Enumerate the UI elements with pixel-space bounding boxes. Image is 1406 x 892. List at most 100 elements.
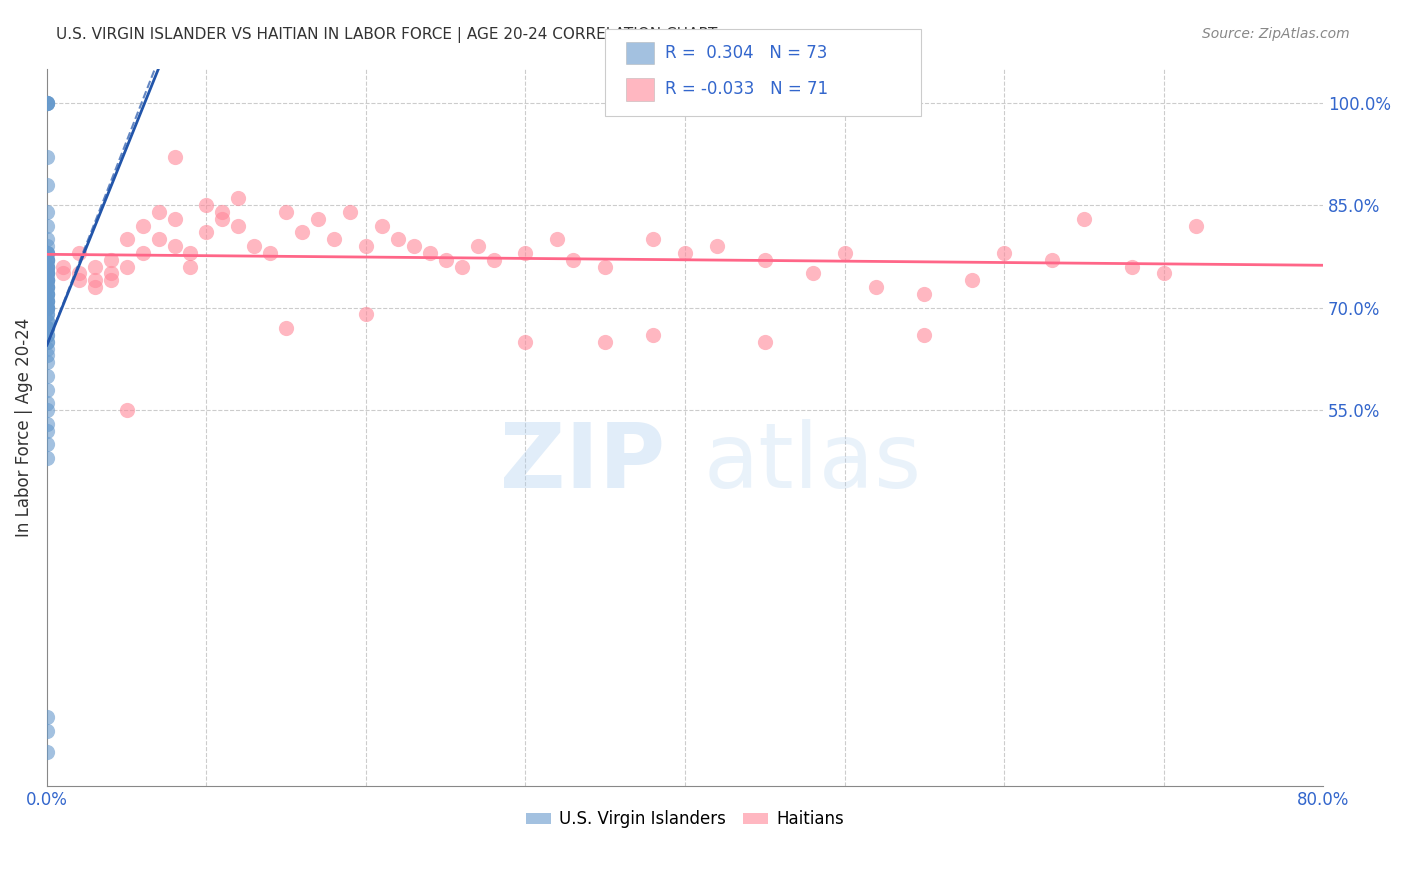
Point (35, 450, 58, 465)
Point (35, 267, 58, 281)
Point (228, 219, 250, 233)
Point (35, 327, 58, 342)
Point (387, 232, 409, 246)
Text: U.S. VIRGIN ISLANDER VS HAITIAN IN LABOR FORCE | AGE 20-24 CORRELATION CHART: U.S. VIRGIN ISLANDER VS HAITIAN IN LABOR… (56, 27, 717, 43)
Point (35, 267, 58, 281)
Point (1153, 267, 1175, 281)
Point (67, 273, 90, 287)
Point (35, 327, 58, 342)
Point (276, 321, 298, 335)
Point (1073, 211, 1095, 226)
Point (52, 260, 75, 274)
Point (35, 383, 58, 397)
Point (35, 724, 58, 739)
Point (754, 252, 776, 267)
Point (35, 95, 58, 110)
Y-axis label: In Labor Force | Age 20-24: In Labor Force | Age 20-24 (15, 318, 32, 537)
Point (865, 280, 887, 294)
Text: R =  0.304   N = 73: R = 0.304 N = 73 (665, 44, 827, 62)
Point (643, 232, 665, 246)
Point (179, 246, 201, 260)
Point (35, 273, 58, 287)
Point (35, 287, 58, 301)
Point (593, 260, 616, 274)
Point (323, 232, 346, 246)
Point (673, 246, 696, 260)
Point (35, 205, 58, 219)
Point (546, 232, 568, 246)
Point (35, 417, 58, 431)
Point (35, 745, 58, 759)
Point (148, 232, 170, 246)
Point (35, 437, 58, 451)
Point (35, 293, 58, 308)
Point (115, 403, 138, 417)
Point (35, 246, 58, 260)
Point (115, 232, 138, 246)
Point (228, 191, 250, 205)
Point (35, 301, 58, 315)
Point (35, 252, 58, 267)
Point (35, 301, 58, 315)
Point (1040, 252, 1063, 267)
Point (195, 226, 218, 240)
Point (35, 293, 58, 308)
Point (100, 252, 122, 267)
Point (35, 301, 58, 315)
Point (35, 273, 58, 287)
Point (35, 287, 58, 301)
Point (35, 273, 58, 287)
Point (35, 252, 58, 267)
Point (276, 205, 298, 219)
Point (402, 239, 425, 253)
Point (35, 293, 58, 308)
Point (35, 239, 58, 253)
Point (35, 280, 58, 294)
Point (83, 280, 105, 294)
Point (35, 246, 58, 260)
Point (115, 260, 138, 274)
Point (35, 260, 58, 274)
Point (35, 314, 58, 328)
Point (35, 95, 58, 110)
Point (35, 308, 58, 322)
Point (35, 95, 58, 110)
Point (35, 280, 58, 294)
Point (35, 334, 58, 349)
Point (35, 293, 58, 308)
Point (834, 246, 856, 260)
Point (83, 273, 105, 287)
Point (993, 246, 1015, 260)
Point (912, 327, 935, 342)
Point (354, 239, 377, 253)
Point (35, 150, 58, 164)
Point (291, 226, 314, 240)
Point (482, 252, 505, 267)
Legend: U.S. Virgin Islanders, Haitians: U.S. Virgin Islanders, Haitians (519, 804, 851, 835)
Point (35, 232, 58, 246)
Point (434, 252, 457, 267)
Point (643, 327, 665, 342)
Point (1184, 219, 1206, 233)
Point (35, 219, 58, 233)
Point (35, 321, 58, 335)
Point (754, 334, 776, 349)
Point (515, 334, 537, 349)
Point (100, 273, 122, 287)
Point (131, 246, 153, 260)
Point (35, 260, 58, 274)
Point (35, 355, 58, 369)
Point (35, 280, 58, 294)
Point (35, 403, 58, 417)
Point (419, 246, 441, 260)
Point (35, 368, 58, 383)
Point (35, 396, 58, 410)
Point (35, 308, 58, 322)
Point (307, 211, 329, 226)
Point (52, 267, 75, 281)
Point (35, 273, 58, 287)
Point (35, 267, 58, 281)
Point (562, 252, 585, 267)
Point (35, 260, 58, 274)
Text: R = -0.033   N = 71: R = -0.033 N = 71 (665, 80, 828, 98)
